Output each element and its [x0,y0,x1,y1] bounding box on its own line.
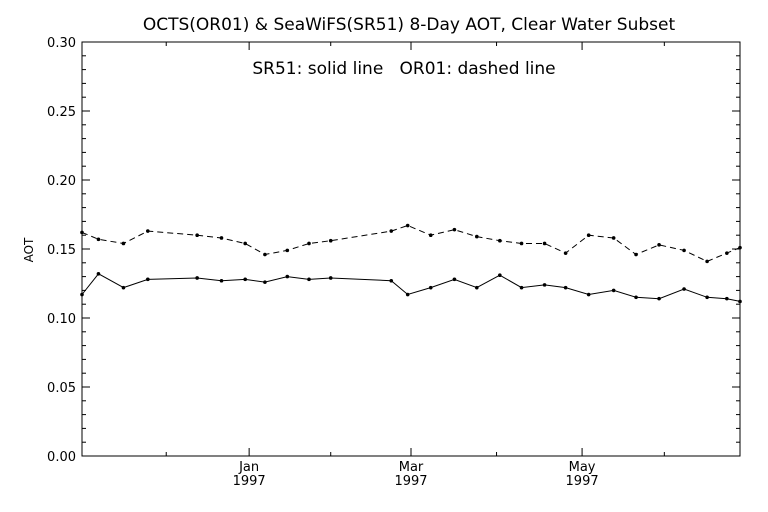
plot-frame [81,41,741,457]
y-axis: 0.00 0.05 0.10 0.15 0.20 0.25 0.30 [47,36,740,465]
data-point-or01 [738,245,742,250]
data-point-sr51 [146,277,150,282]
data-point-sr51 [519,285,524,290]
data-point-or01 [328,238,333,243]
data-point-or01 [96,237,101,242]
data-point-sr51 [243,277,247,282]
data-point-or01 [307,241,311,246]
data-point-or01 [243,241,247,246]
y-tick-label: 0.10 [47,312,76,327]
y-tick-label: 0.15 [47,243,76,258]
data-point-sr51 [542,283,547,287]
x-tick-month-label: May [569,460,596,475]
data-point-or01 [475,234,479,239]
data-point-sr51 [563,285,568,290]
y-tick-label: 0.20 [47,174,76,189]
data-point-sr51 [405,292,410,297]
data-point-sr51 [705,295,709,300]
chart-title: OCTS(OR01) & SeaWiFS(SR51) 8-Day AOT, Cl… [143,15,676,35]
y-tick-label: 0.00 [47,450,76,465]
data-point-sr51 [586,292,591,297]
y-tick-label: 0.30 [47,36,76,51]
data-point-sr51 [307,277,311,282]
data-point-sr51 [328,276,333,280]
data-point-or01 [611,236,616,240]
data-point-sr51 [498,273,502,278]
x-tick-year-label: 1997 [233,474,266,489]
data-point-sr51 [475,285,479,290]
data-point-sr51 [121,285,126,290]
data-point-or01 [285,248,290,253]
y-axis-label: AOT [22,237,36,262]
data-point-sr51 [611,288,616,293]
x-tick-year-label: 1997 [566,474,599,489]
series-line-sr51 [81,273,741,302]
x-tick-month-label: Jan [238,460,259,475]
data-point-or01 [428,233,433,237]
legend-annotation: SR51: solid line OR01: dashed line [252,59,555,79]
x-tick-month-label: Mar [399,460,424,475]
data-point-or01 [389,229,394,233]
data-point-or01 [519,241,524,246]
data-point-or01 [452,227,457,232]
data-point-sr51 [285,274,290,279]
data-point-sr51 [738,299,742,304]
data-point-or01 [634,252,638,257]
data-point-or01 [542,241,547,246]
data-point-or01 [657,243,661,247]
y-tick-label: 0.05 [47,381,76,396]
data-point-or01 [725,251,729,255]
data-point-sr51 [263,280,267,284]
data-point-sr51 [657,296,661,301]
data-point-or01 [121,241,126,246]
series-layer [80,223,742,304]
data-point-or01 [146,229,150,233]
series-line-or01 [81,224,741,262]
data-point-or01 [219,236,224,240]
data-point-or01 [682,248,686,253]
data-point-or01 [586,233,591,237]
data-point-sr51 [389,278,394,283]
data-point-sr51 [195,276,199,280]
data-point-or01 [263,252,267,257]
data-point-sr51 [80,292,84,297]
data-point-or01 [195,233,199,237]
data-point-sr51 [452,277,457,282]
data-point-or01 [405,223,410,228]
data-point-or01 [563,251,568,255]
data-point-or01 [705,259,709,264]
data-point-sr51 [428,285,433,290]
data-point-sr51 [96,272,101,276]
x-tick-year-label: 1997 [394,474,427,489]
y-tick-label: 0.25 [47,105,76,120]
data-point-sr51 [634,295,638,300]
data-point-sr51 [682,287,686,291]
data-point-or01 [80,230,84,235]
data-point-sr51 [219,278,224,283]
data-point-sr51 [725,296,729,301]
data-point-or01 [498,238,502,243]
